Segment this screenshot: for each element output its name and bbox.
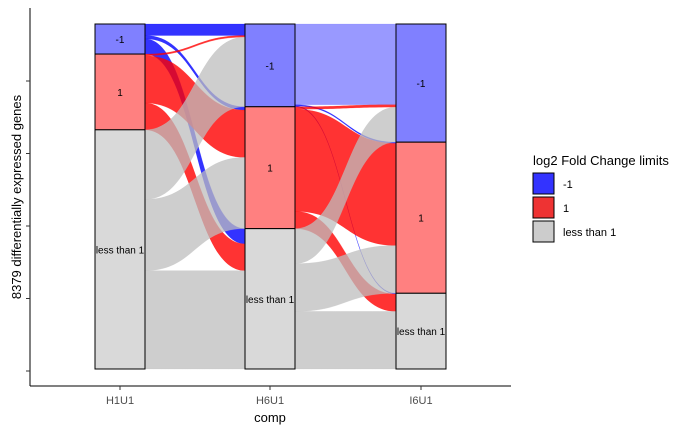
stratum-label-I6U1-2: less than 1 [397,327,446,338]
y-axis-title: 8379 differentially expressed genes [9,94,24,299]
strata-layer: -1 1 less than 1 -1 1 less than 1 -1 1 less than… [94,23,447,370]
legend-label-1: 1 [563,203,569,215]
legend-key-0 [532,172,555,195]
x-ticks: H1U1 H6U1 I6U1 [106,386,433,407]
stratum-H6U1-0 [244,23,296,108]
stratum-label-H1U1-1: 1 [117,88,123,99]
x-axis-title: comp [254,410,286,425]
stratum-label-H6U1-2: less than 1 [246,295,295,306]
stratum-H6U1-2 [244,228,296,370]
stratum-H1U1-2 [94,129,146,370]
x-tick-label-1: H6U1 [256,395,284,407]
stratum-label-I6U1-0: -1 [417,79,426,90]
legend-label-0: -1 [563,179,573,191]
stratum-label-H6U1-1: 1 [267,164,273,175]
flow-b-0 [294,23,397,105]
stratum-H1U1-0 [94,23,146,55]
flows-layer [144,23,397,370]
x-tick-label-0: H1U1 [106,395,134,407]
flow-a-8 [144,270,246,370]
stratum-label-H6U1-0: -1 [266,61,275,72]
stratum-label-I6U1-1: 1 [418,214,424,225]
flow-b-8 [294,311,397,370]
flow-a-0 [144,23,246,36]
legend-key-2 [532,220,555,243]
legend-key-1 [532,196,555,219]
stratum-I6U1-2 [395,292,447,370]
legend: log2 Fold Change limits -1 1 less than 1 [532,153,669,243]
stratum-H6U1-1 [244,106,296,230]
legend-title: log2 Fold Change limits [533,153,669,168]
x-tick-label-2: I6U1 [409,395,432,407]
legend-label-2: less than 1 [563,227,616,239]
stratum-label-H1U1-2: less than 1 [96,245,145,256]
stratum-I6U1-1 [395,141,447,294]
flow-b-3 [294,104,397,110]
stratum-label-H1U1-0: -1 [116,35,125,46]
